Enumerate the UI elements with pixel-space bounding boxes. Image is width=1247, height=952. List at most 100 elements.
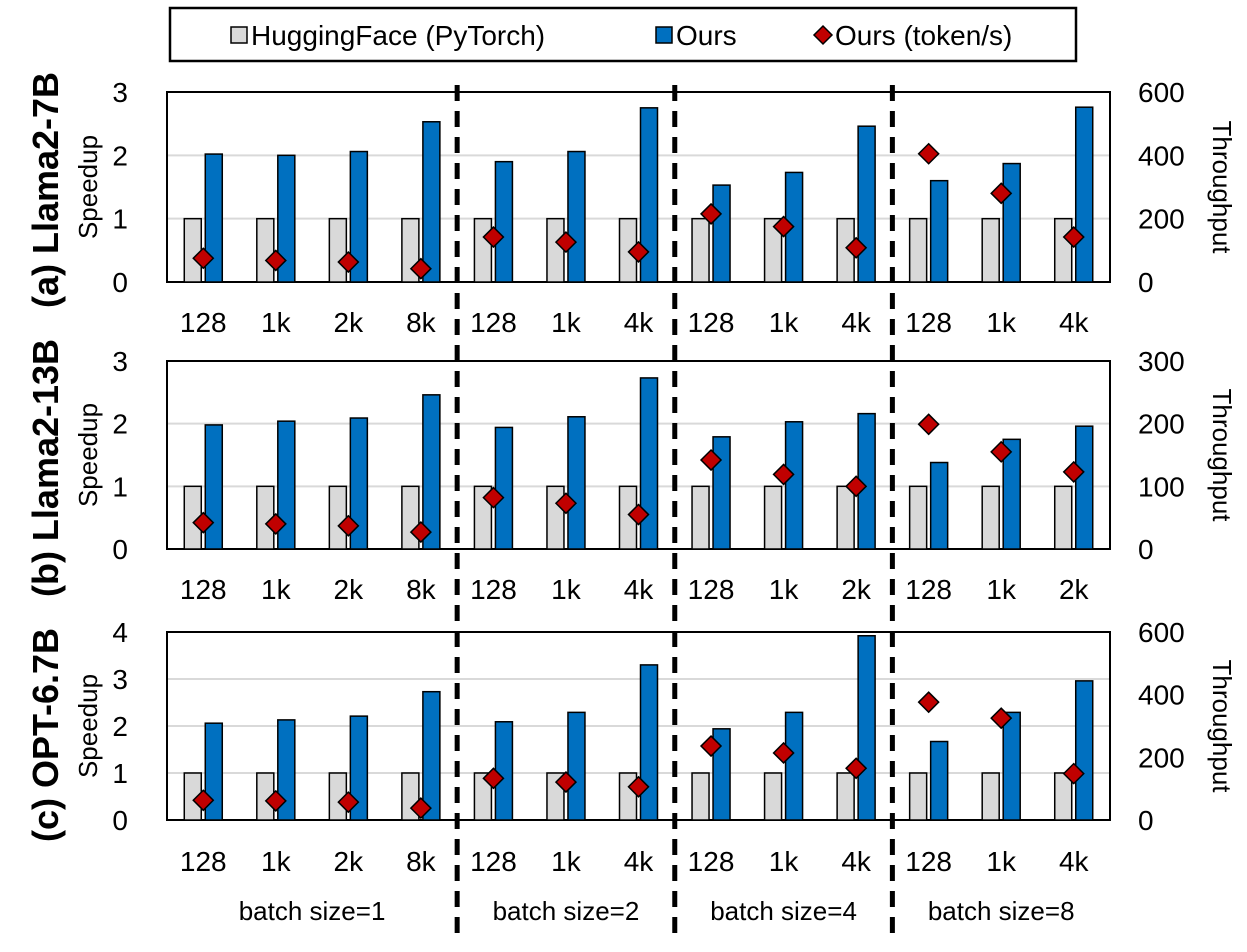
- marker-ours-tokens: [192, 789, 215, 812]
- marker-ours-tokens: [409, 257, 432, 280]
- bar-ours: [1002, 162, 1021, 283]
- y-tick-label: 1: [112, 758, 128, 789]
- marker-ours-tokens: [192, 511, 215, 534]
- x-tick-label: 128: [688, 846, 735, 877]
- x-tick-label: 1k: [261, 307, 292, 338]
- y-tick-label: 3: [112, 664, 128, 695]
- legend-marker-square: [230, 26, 248, 44]
- x-tick-label: 1k: [551, 574, 582, 605]
- legend-marker-diamond: [812, 24, 834, 46]
- y-axis-title: Speedup: [73, 135, 103, 239]
- marker-ours-tokens: [627, 240, 650, 263]
- bar-huggingface: [256, 217, 275, 283]
- batch-size-label: batch size=1: [239, 896, 386, 926]
- x-tick-label: 1k: [769, 307, 800, 338]
- marker-ours-tokens: [264, 789, 287, 812]
- legend-label: HuggingFace (PyTorch): [251, 20, 545, 51]
- marker-ours-tokens: [699, 448, 723, 472]
- x-tick-label: 1k: [261, 574, 292, 605]
- y2-tick-label: 0: [1138, 267, 1154, 298]
- x-tick-label: 128: [470, 307, 517, 338]
- marker-ours-tokens: [264, 249, 287, 272]
- marker-ours-tokens: [627, 503, 650, 526]
- bar-huggingface: [908, 772, 928, 821]
- marker-ours-tokens: [699, 202, 723, 225]
- marker-ours-tokens: [845, 475, 868, 498]
- bar-ours: [1002, 711, 1021, 821]
- bar-ours: [639, 377, 659, 550]
- marker-ours-tokens: [627, 775, 650, 798]
- marker-ours-tokens: [990, 707, 1013, 730]
- panel-title: (c) OPT-6.7B: [25, 628, 66, 842]
- y2-tick-label: 200: [1138, 409, 1185, 440]
- bar-ours: [1074, 425, 1094, 550]
- batch-size-label: batch size=8: [928, 896, 1075, 926]
- bar-ours: [422, 690, 441, 821]
- y2-tick-label: 400: [1138, 680, 1185, 711]
- x-tick-label: 128: [905, 574, 952, 605]
- bar-huggingface: [473, 217, 493, 283]
- bar-huggingface: [908, 217, 928, 283]
- bar-huggingface: [328, 485, 348, 550]
- marker-ours-tokens: [772, 463, 795, 486]
- bar-huggingface: [981, 217, 1000, 283]
- y2-tick-label: 400: [1138, 140, 1185, 171]
- batch-size-label: batch size=2: [493, 896, 640, 926]
- bar-huggingface: [618, 772, 638, 821]
- marker-ours-tokens: [1062, 460, 1085, 483]
- bar-ours: [422, 121, 441, 283]
- bar-ours: [494, 160, 514, 283]
- marker-ours-tokens: [554, 231, 578, 254]
- batch-size-label: batch size=4: [710, 896, 857, 926]
- x-tick-label: 1k: [986, 307, 1017, 338]
- marker-ours-tokens: [772, 741, 795, 765]
- marker-ours-tokens: [482, 767, 505, 790]
- x-tick-label: 2k: [1059, 574, 1090, 605]
- bar-huggingface: [691, 485, 710, 550]
- x-tick-label: 1k: [769, 574, 800, 605]
- bar-huggingface: [763, 485, 783, 550]
- marker-ours-tokens: [482, 225, 505, 249]
- legend-marker-square: [655, 26, 673, 44]
- bar-huggingface: [1053, 217, 1073, 283]
- bar-ours: [712, 436, 731, 550]
- bar-ours: [1074, 106, 1094, 283]
- y2-tick-label: 0: [1138, 534, 1154, 565]
- x-tick-label: 1k: [769, 846, 800, 877]
- x-tick-label: 1k: [551, 846, 582, 877]
- y2-axis-title: Throughput: [1207, 389, 1237, 523]
- x-tick-label: 1k: [551, 307, 582, 338]
- x-tick-label: 4k: [1059, 846, 1090, 877]
- x-tick-label: 8k: [406, 574, 437, 605]
- bar-ours: [494, 721, 514, 821]
- x-tick-label: 2k: [334, 307, 365, 338]
- y-tick-label: 3: [112, 346, 128, 377]
- x-tick-label: 2k: [334, 846, 365, 877]
- marker-ours-tokens: [409, 521, 432, 544]
- bar-ours: [349, 715, 369, 821]
- y2-tick-label: 0: [1138, 805, 1154, 836]
- x-tick-label: 128: [905, 307, 952, 338]
- marker-ours-tokens: [772, 215, 795, 238]
- marker-ours-tokens: [699, 734, 723, 758]
- x-tick-label: 1k: [261, 846, 292, 877]
- y2-tick-label: 200: [1138, 204, 1185, 235]
- bar-ours: [784, 421, 804, 550]
- marker-ours-tokens: [990, 440, 1013, 463]
- bar-huggingface: [183, 217, 203, 283]
- bar-ours: [929, 740, 949, 821]
- bar-ours: [639, 107, 659, 283]
- bar-huggingface: [981, 485, 1000, 550]
- y-tick-label: 2: [112, 409, 128, 440]
- x-tick-label: 128: [470, 846, 517, 877]
- y2-tick-label: 200: [1138, 742, 1185, 773]
- x-tick-label: 128: [905, 846, 952, 877]
- y-tick-label: 1: [112, 471, 128, 502]
- y2-tick-label: 600: [1138, 77, 1185, 108]
- bar-huggingface: [836, 485, 855, 550]
- bar-huggingface: [836, 772, 855, 821]
- marker-ours-tokens: [409, 797, 432, 820]
- x-tick-label: 8k: [406, 846, 437, 877]
- bar-huggingface: [473, 772, 493, 821]
